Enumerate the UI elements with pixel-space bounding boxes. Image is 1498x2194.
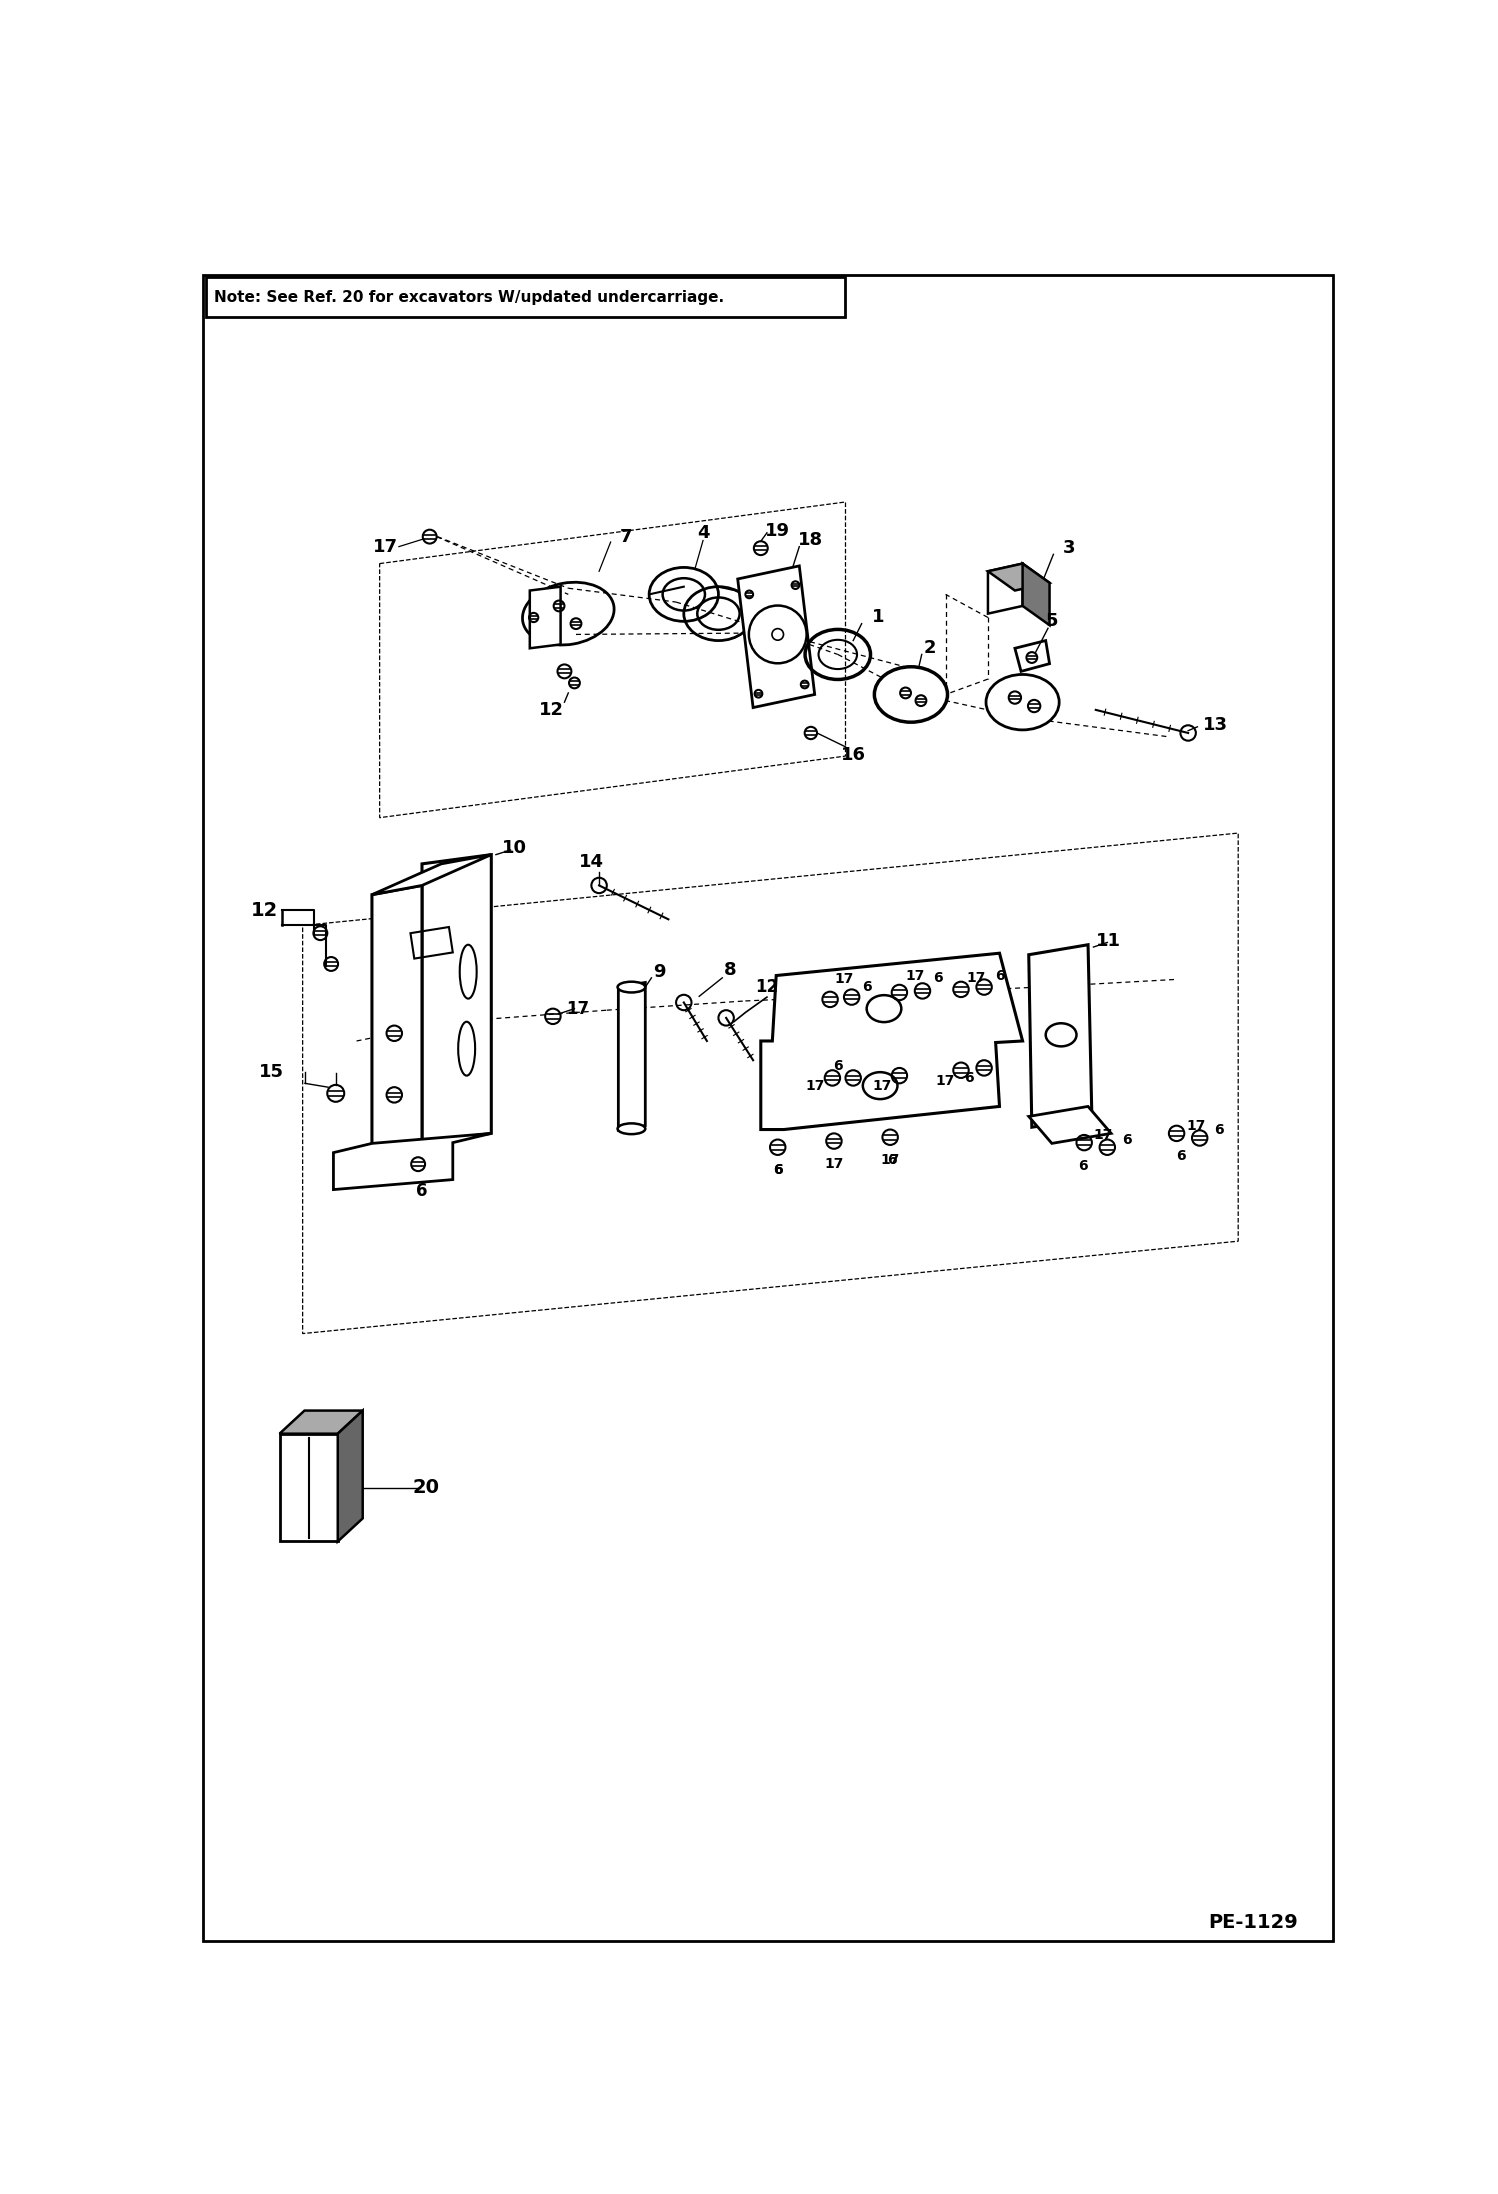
Text: 6: 6 [995, 970, 1004, 983]
Text: 17: 17 [1094, 1128, 1113, 1141]
Polygon shape [1023, 564, 1050, 625]
Ellipse shape [875, 667, 948, 722]
Text: 17: 17 [873, 1079, 893, 1093]
Bar [280, 1433, 337, 1542]
Text: 6: 6 [863, 981, 872, 994]
Text: 17: 17 [1186, 1119, 1206, 1132]
Text: 1: 1 [872, 608, 884, 627]
Text: 17: 17 [966, 970, 986, 985]
Text: 6: 6 [1215, 1123, 1224, 1136]
Text: 6: 6 [933, 970, 942, 985]
Text: 6: 6 [833, 1060, 842, 1073]
Text: 6: 6 [1079, 1158, 1088, 1174]
Text: 20: 20 [412, 1479, 439, 1496]
Polygon shape [530, 586, 560, 647]
Polygon shape [989, 564, 1050, 590]
Text: 6: 6 [887, 1154, 896, 1167]
Text: 8: 8 [724, 961, 737, 979]
Bar [207, 276, 845, 318]
Ellipse shape [617, 1123, 646, 1134]
Text: 12: 12 [539, 700, 563, 720]
Text: 17: 17 [881, 1154, 900, 1167]
Text: 17: 17 [373, 538, 397, 555]
Text: 6: 6 [773, 1163, 782, 1178]
Ellipse shape [458, 1022, 475, 1075]
Polygon shape [372, 856, 491, 895]
Text: 12: 12 [250, 900, 277, 919]
Text: 12: 12 [755, 979, 779, 996]
Polygon shape [1029, 946, 1092, 1128]
Text: 15: 15 [259, 1062, 285, 1082]
Text: 9: 9 [653, 963, 665, 981]
Text: 18: 18 [798, 531, 824, 548]
Ellipse shape [986, 674, 1059, 731]
Polygon shape [1029, 1106, 1112, 1143]
Text: 11: 11 [1097, 932, 1122, 950]
Text: 16: 16 [840, 746, 866, 764]
Text: 17: 17 [566, 1000, 589, 1018]
Text: 17: 17 [905, 970, 924, 983]
Text: 13: 13 [1203, 715, 1227, 735]
Text: 5: 5 [1046, 612, 1058, 630]
Text: Note: See Ref. 20 for excavators W/updated undercarriage.: Note: See Ref. 20 for excavators W/updat… [214, 290, 724, 305]
Text: 2: 2 [924, 638, 936, 658]
Polygon shape [619, 983, 646, 1130]
Text: 6: 6 [963, 1071, 974, 1086]
Text: 17: 17 [834, 972, 854, 987]
Ellipse shape [460, 946, 476, 998]
Text: 14: 14 [578, 853, 604, 871]
Text: 6: 6 [1122, 1132, 1131, 1147]
Polygon shape [280, 1411, 363, 1433]
Text: 17: 17 [804, 1079, 824, 1093]
Text: 3: 3 [1062, 540, 1076, 557]
Ellipse shape [617, 981, 646, 992]
Polygon shape [337, 1411, 363, 1542]
Polygon shape [372, 886, 422, 1165]
Text: 17: 17 [936, 1075, 956, 1088]
Polygon shape [761, 952, 1023, 1130]
Text: 6: 6 [773, 1163, 782, 1178]
Text: 19: 19 [765, 522, 791, 540]
Text: 4: 4 [697, 524, 709, 542]
Text: 6: 6 [1176, 1150, 1185, 1163]
Text: 6: 6 [416, 1183, 428, 1200]
Text: 17: 17 [824, 1156, 843, 1172]
Text: 10: 10 [502, 840, 527, 858]
Text: 7: 7 [620, 527, 632, 546]
Polygon shape [737, 566, 815, 709]
Polygon shape [422, 856, 491, 1143]
Polygon shape [334, 1134, 491, 1189]
Text: PE-1129: PE-1129 [1209, 1913, 1299, 1933]
Polygon shape [989, 564, 1023, 614]
